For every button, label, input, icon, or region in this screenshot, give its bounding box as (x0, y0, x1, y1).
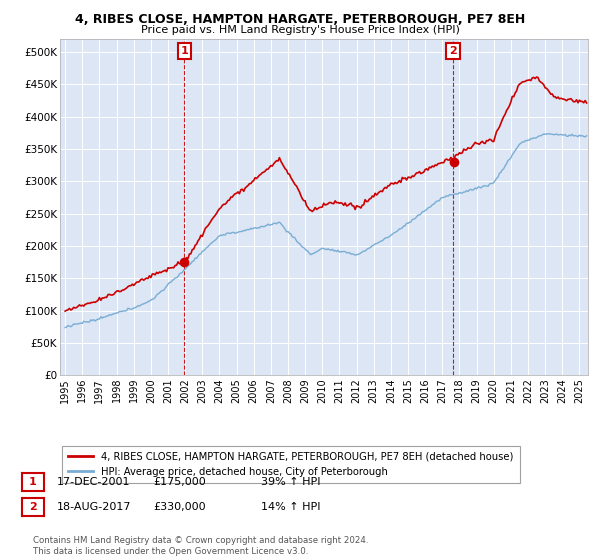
Text: 2: 2 (29, 502, 37, 512)
Text: 39% ↑ HPI: 39% ↑ HPI (261, 477, 320, 487)
Text: £175,000: £175,000 (153, 477, 206, 487)
Text: £330,000: £330,000 (153, 502, 206, 512)
Text: Price paid vs. HM Land Registry's House Price Index (HPI): Price paid vs. HM Land Registry's House … (140, 25, 460, 35)
Text: 17-DEC-2001: 17-DEC-2001 (57, 477, 131, 487)
Text: 4, RIBES CLOSE, HAMPTON HARGATE, PETERBOROUGH, PE7 8EH: 4, RIBES CLOSE, HAMPTON HARGATE, PETERBO… (75, 13, 525, 26)
Text: Contains HM Land Registry data © Crown copyright and database right 2024.
This d: Contains HM Land Registry data © Crown c… (33, 536, 368, 556)
Text: 1: 1 (29, 477, 37, 487)
Text: 14% ↑ HPI: 14% ↑ HPI (261, 502, 320, 512)
Legend: 4, RIBES CLOSE, HAMPTON HARGATE, PETERBOROUGH, PE7 8EH (detached house), HPI: Av: 4, RIBES CLOSE, HAMPTON HARGATE, PETERBO… (62, 446, 520, 483)
Text: 2: 2 (449, 46, 457, 56)
Text: 1: 1 (181, 46, 188, 56)
Text: 18-AUG-2017: 18-AUG-2017 (57, 502, 131, 512)
